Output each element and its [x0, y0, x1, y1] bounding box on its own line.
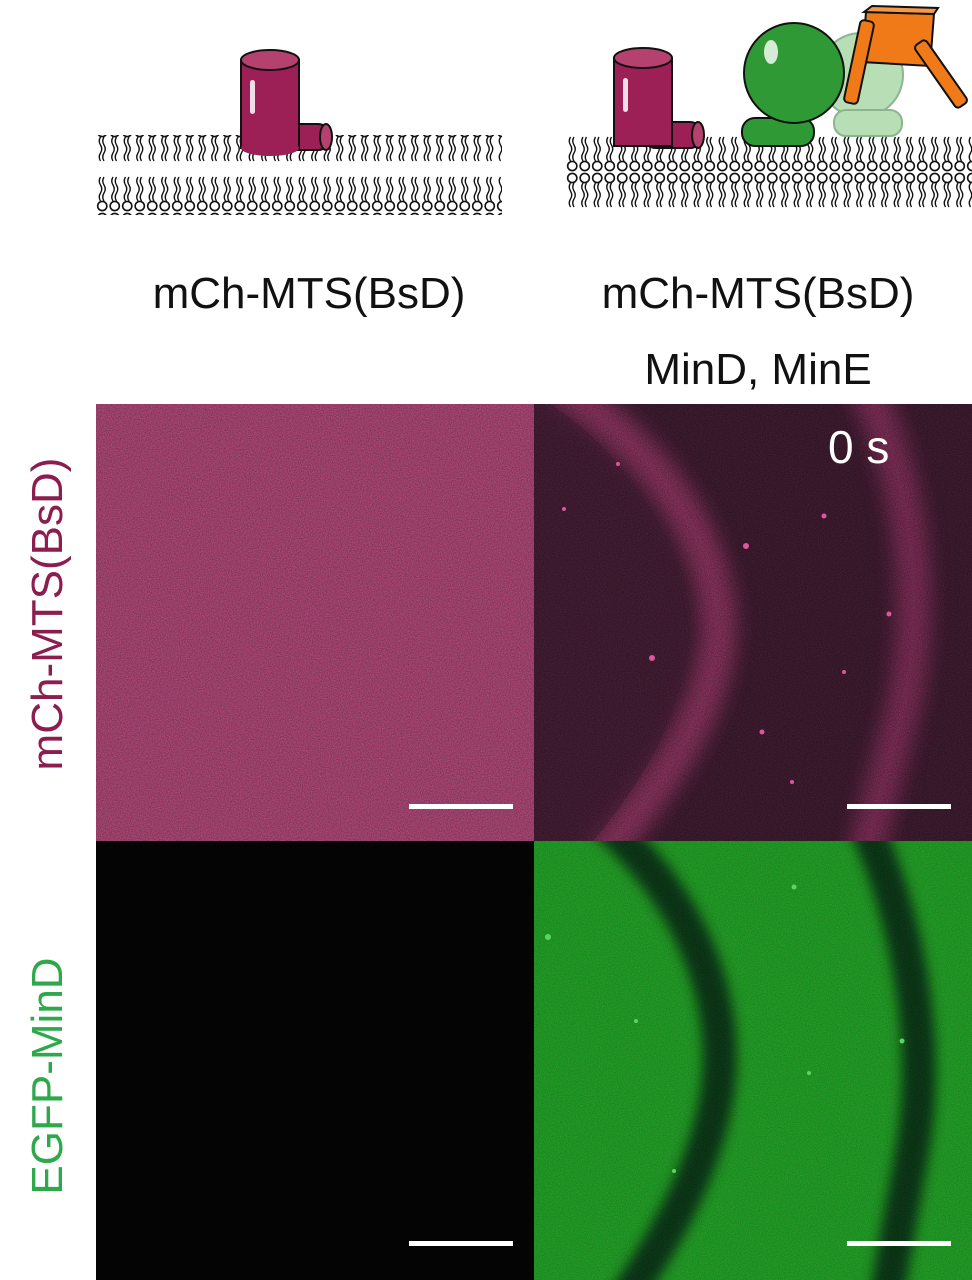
- schematic-left: [96, 40, 502, 218]
- mcherry-mts-protein-icon: [613, 47, 705, 149]
- scale-bar: [847, 1241, 951, 1246]
- mine-protein-icon: [843, 4, 968, 109]
- scale-bar: [409, 1241, 513, 1246]
- scale-bar: [847, 804, 951, 809]
- image-panel-mcherry-minde: 0 s: [534, 404, 972, 841]
- row-label-bottom: EGFP-MinD: [23, 957, 72, 1195]
- image-panel-egfp-control: [96, 841, 534, 1280]
- column-label-right-line2: MinD, MinE: [644, 345, 872, 394]
- time-label: 0 s: [828, 421, 890, 473]
- column-label-left: mCh-MTS(BsD): [152, 269, 466, 318]
- scale-bar: [409, 804, 513, 809]
- schematic-right: [566, 0, 972, 218]
- membrane-bilayer-icon: [566, 135, 972, 215]
- image-panel-mcherry-control: [96, 404, 534, 841]
- row-label-top: mCh-MTS(BsD): [23, 457, 72, 771]
- image-panel-egfp-minde: [534, 841, 972, 1280]
- mind-protein-icon: [741, 22, 845, 147]
- column-label-right: mCh-MTS(BsD): [601, 269, 915, 318]
- mcherry-mts-protein-icon: [240, 49, 333, 156]
